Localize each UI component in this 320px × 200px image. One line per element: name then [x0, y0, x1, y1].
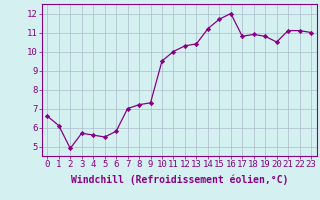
X-axis label: Windchill (Refroidissement éolien,°C): Windchill (Refroidissement éolien,°C): [70, 175, 288, 185]
